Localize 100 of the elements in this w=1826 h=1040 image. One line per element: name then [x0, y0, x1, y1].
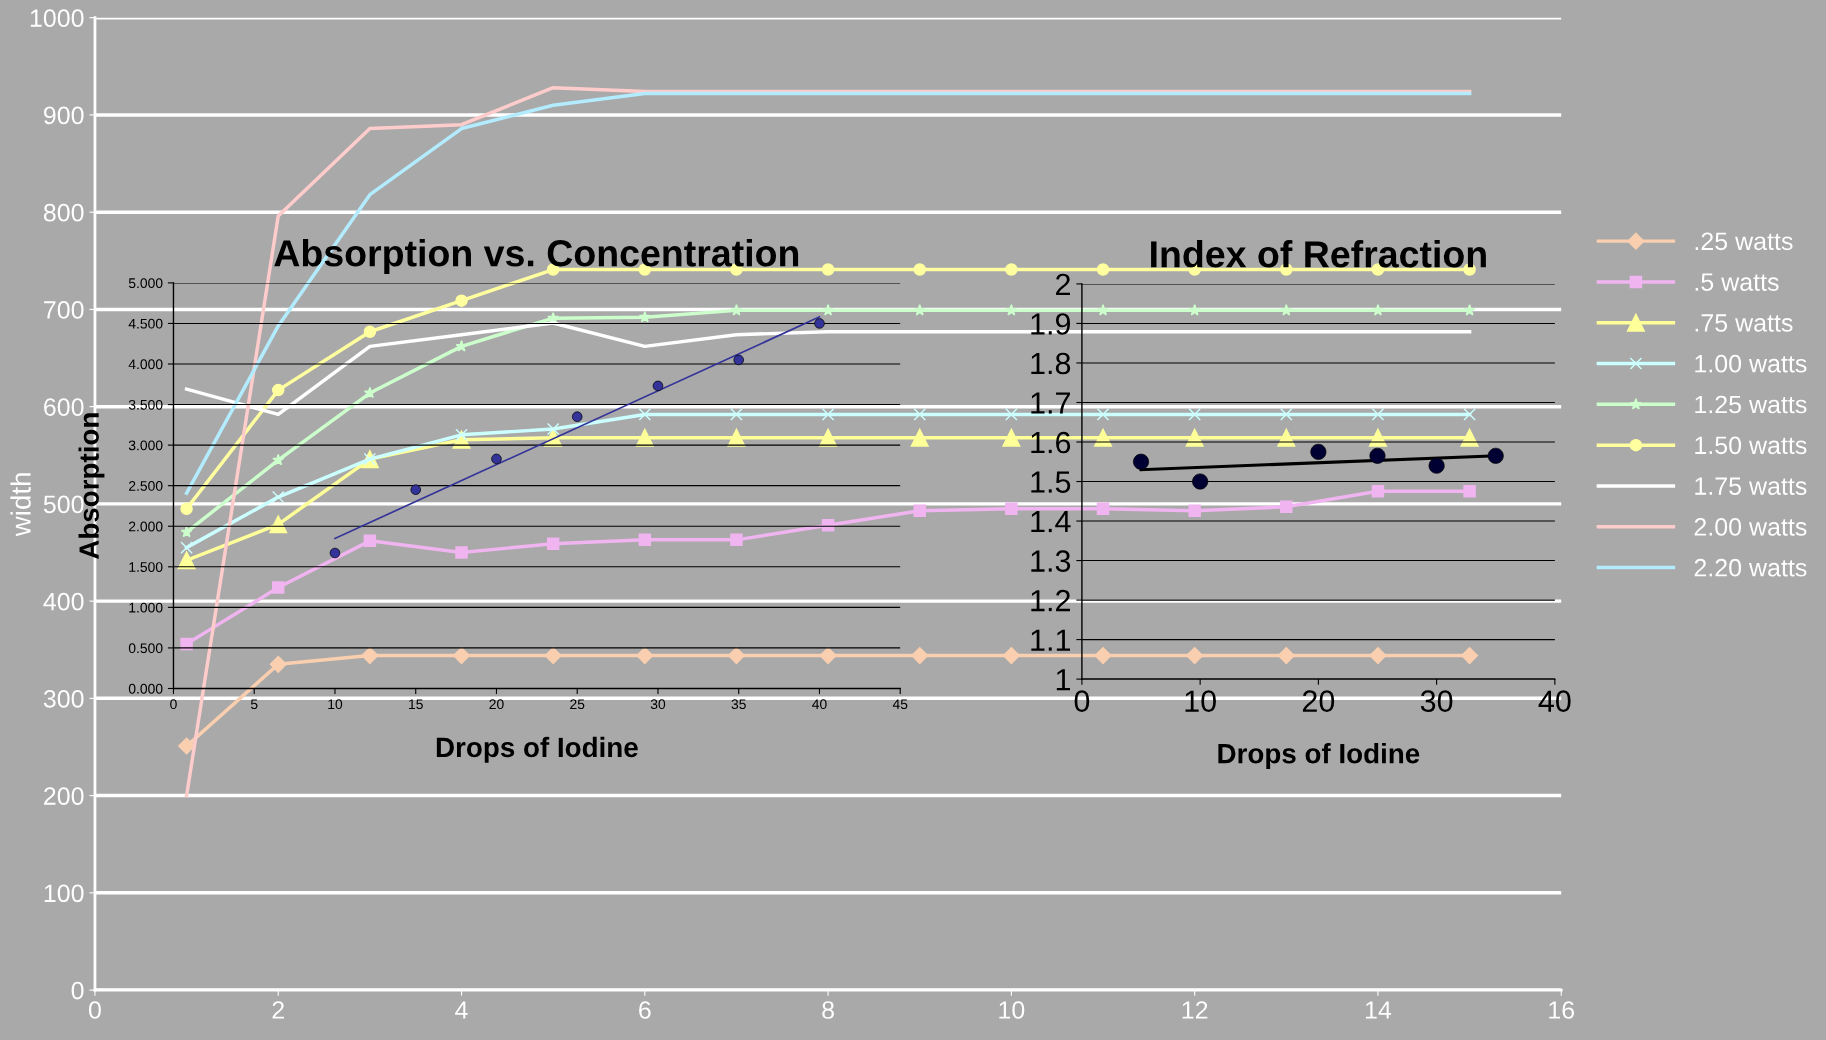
legend-label: .25 watts: [1695, 232, 1793, 251]
legend-label: .5 watts: [1695, 273, 1779, 291]
y-tick-label: 1.4: [1031, 511, 1071, 533]
x-tick-label: 10: [1185, 690, 1216, 712]
point: [910, 428, 929, 447]
y-axis-title: width: [10, 473, 31, 537]
point: [819, 647, 837, 665]
point: [727, 647, 746, 665]
x-tick-label: 30: [1420, 690, 1453, 712]
point: [1094, 647, 1112, 665]
point: [1461, 647, 1479, 665]
legend-label: 1.50 watts: [1695, 436, 1807, 455]
point: [1002, 428, 1021, 447]
point: [455, 294, 468, 307]
chart-title: Index of Refraction: [1151, 240, 1486, 268]
point: [1005, 408, 1018, 421]
y-tick-label: 300: [43, 689, 84, 708]
point: [1188, 504, 1201, 517]
point: [913, 504, 926, 517]
legend-label: 1.75 watts: [1695, 477, 1807, 495]
y-tick-label: 0.000: [128, 683, 163, 694]
point: [636, 647, 654, 665]
point: [1280, 304, 1293, 316]
point: [180, 525, 193, 538]
x-axis-title: Drops of Iodine: [1218, 743, 1420, 769]
x-tick-label: 20: [489, 699, 504, 710]
point: [730, 408, 743, 421]
x-tick-label: 35: [731, 699, 746, 710]
point: [180, 502, 193, 515]
point: [544, 647, 562, 665]
x-axis-title: Drops of Iodine: [436, 736, 638, 763]
point: [180, 541, 193, 554]
x-tick-label: 15: [409, 699, 423, 710]
x-tick-label: 14: [1365, 1001, 1392, 1019]
legend-label: 1.25 watts: [1695, 395, 1807, 414]
point: [821, 519, 835, 532]
x-tick-label: 6: [639, 1001, 651, 1019]
point: [363, 386, 376, 399]
point: [1096, 502, 1110, 515]
point: [269, 515, 288, 534]
y-tick-label: 700: [44, 301, 84, 319]
point: [1371, 484, 1385, 498]
point: [363, 325, 377, 339]
legend-label: 2.20 watts: [1694, 558, 1807, 577]
point: [1005, 263, 1018, 276]
y-tick-label: 1000: [30, 9, 84, 27]
x-tick-label: 8: [822, 1001, 834, 1019]
point: [1277, 647, 1295, 665]
point: [913, 408, 926, 421]
point: [822, 304, 835, 316]
y-tick-label: 5.000: [128, 278, 163, 289]
y-tick-label: 1.8: [1031, 352, 1071, 375]
point: [1097, 304, 1109, 316]
point: [1005, 304, 1018, 316]
point: [272, 453, 285, 466]
x-tick-label: 20: [1302, 690, 1335, 712]
point: [730, 533, 743, 547]
x-tick-label: 0: [1074, 690, 1090, 712]
point: [363, 534, 377, 548]
y-tick-label: 2.000: [129, 521, 163, 532]
x-tick-label: 10: [328, 699, 343, 710]
point: [638, 310, 651, 323]
x-tick-label: 10: [999, 1001, 1025, 1019]
x-tick-label: 40: [812, 699, 827, 710]
point: [913, 263, 926, 276]
x-tick-label: 25: [570, 699, 585, 710]
x-tick-label: 16: [1549, 1001, 1575, 1019]
y-tick-label: 1.3: [1031, 550, 1071, 572]
point: [455, 546, 468, 559]
point: [1371, 304, 1384, 316]
legend-label: .75 watts: [1695, 314, 1793, 332]
point: [730, 304, 743, 316]
point: [1463, 408, 1476, 421]
point: [1002, 647, 1020, 665]
y-tick-label: 800: [43, 203, 84, 222]
point: [1188, 304, 1201, 316]
y-tick-label: 4.500: [128, 318, 163, 329]
y-tick-label: 0: [71, 981, 84, 1000]
y-tick-label: 400: [43, 592, 84, 611]
point: [1192, 473, 1209, 490]
point: [1096, 263, 1110, 276]
y-tick-label: 1.7: [1031, 392, 1070, 414]
point: [821, 408, 835, 421]
legend-label: 2.00 watts: [1694, 518, 1807, 536]
y-tick-label: 1.000: [129, 602, 163, 613]
point: [1188, 408, 1201, 421]
y-tick-label: 2.500: [129, 481, 163, 491]
point: [911, 647, 929, 665]
x-tick-label: 30: [650, 699, 666, 710]
point: [1280, 408, 1293, 421]
y-tick-label: 200: [44, 787, 84, 805]
point: [638, 408, 652, 421]
point: [269, 655, 287, 673]
y-tick-label: 3.500: [128, 399, 163, 410]
point: [452, 647, 471, 665]
y-tick-label: 1.2: [1031, 589, 1070, 612]
point: [1005, 502, 1018, 515]
point: [1186, 647, 1204, 665]
point: [913, 304, 926, 316]
point: [1463, 484, 1476, 498]
